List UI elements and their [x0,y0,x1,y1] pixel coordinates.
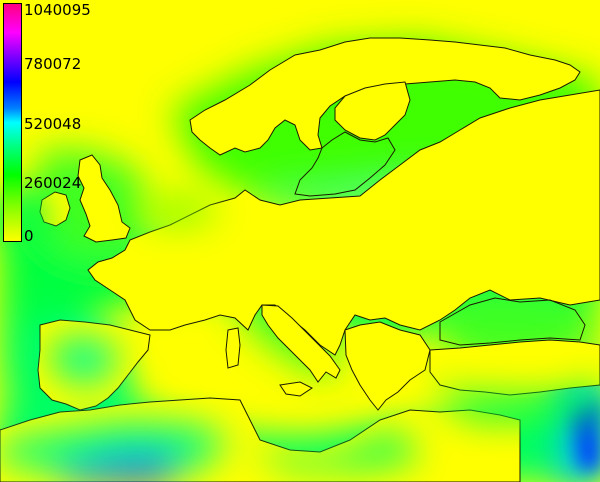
scandinavia [189,37,581,156]
black-sea [439,297,586,346]
legend-label-high: 780072 [24,55,82,73]
legend-label-max: 1040095 [24,1,91,19]
sardinia [225,327,241,369]
land-masses [0,37,600,482]
great-britain [77,154,131,243]
sicily [279,381,313,397]
balkans [344,321,431,411]
legend-label-low: 260024 [24,174,82,192]
baltic-sea [294,131,396,197]
legend-color-bar [3,3,22,242]
finland [334,81,411,141]
color-legend: 1040095 780072 520048 260024 0 [0,0,91,245]
heat-field-overlay [0,195,600,482]
continental-europe [87,89,600,356]
anatolia [429,339,600,396]
legend-label-min: 0 [24,227,34,245]
legend-label-mid: 520048 [24,115,82,133]
italy [261,304,341,383]
